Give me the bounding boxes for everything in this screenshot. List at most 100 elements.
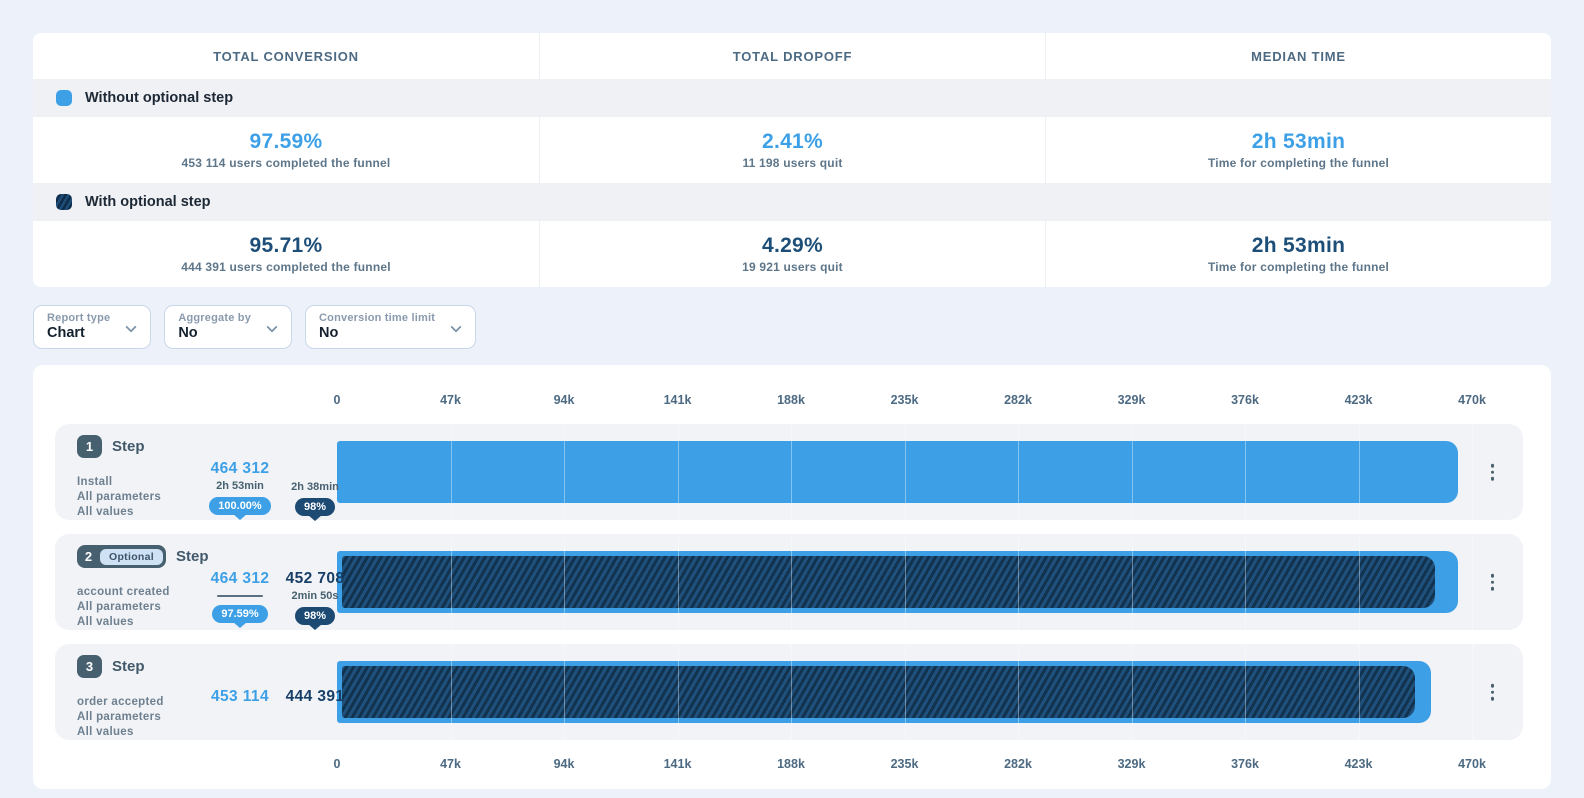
event-name: order accepted — [77, 696, 164, 708]
event-filter: All parameters — [77, 491, 162, 503]
row-menu-button[interactable] — [1486, 569, 1500, 596]
funnel-summary-card: TOTAL CONVERSION TOTAL DROPOFF MEDIAN TI… — [33, 33, 1551, 287]
dropdown-value: No — [178, 325, 198, 341]
axis-tick-label: 329k — [1117, 757, 1146, 771]
step-title: Step — [175, 548, 209, 565]
funnel-bar-dark[interactable] — [342, 666, 1415, 718]
step-number-optional-badge: 2 Optional — [77, 545, 166, 568]
median-time-label: 2min 50s — [291, 590, 339, 602]
event-filter: All values — [77, 506, 134, 518]
dropoff-value: 4.29% — [761, 234, 824, 257]
funnel-bar-dark[interactable] — [342, 556, 1435, 608]
event-filter: All values — [77, 726, 134, 738]
legend-swatch-striped-icon — [56, 194, 72, 210]
series-band-with-optional: With optional step — [33, 183, 1551, 221]
report-type-dropdown[interactable]: Report type Chart — [33, 305, 152, 349]
metric-column-light: 464 312 97.59% — [207, 570, 273, 625]
axis-tick-label: 470k — [1458, 757, 1486, 771]
axis-tick-label: 188k — [777, 757, 805, 771]
gridline — [1472, 424, 1473, 520]
funnel-bar-light[interactable] — [337, 441, 1458, 503]
dropdown-label: Conversion time limit — [319, 312, 436, 324]
event-filter: All parameters — [77, 711, 162, 723]
column-header-total-dropoff: TOTAL DROPOFF — [539, 33, 1045, 79]
axis-tick-label: 329k — [1117, 393, 1146, 407]
funnel-rows: 1 Step Install All parameters All values 464 … — [55, 424, 1523, 740]
aggregate-by-dropdown[interactable]: Aggregate by No — [164, 305, 293, 349]
event-name: account created — [77, 586, 170, 598]
gridline — [1472, 534, 1473, 630]
event-filter: All values — [77, 616, 134, 628]
kebab-dot-icon — [1490, 463, 1494, 468]
median-time-cell: 2h 53min Time for completing the funnel — [1045, 117, 1551, 183]
optional-badge: Optional — [100, 548, 163, 565]
median-time-caption: Time for completing the funnel — [1207, 156, 1390, 170]
axis-tick-label: 423k — [1344, 393, 1373, 407]
summary-values-without-optional: 97.59% 453 114 users completed the funne… — [33, 117, 1551, 183]
median-time-label: 2h 53min — [216, 480, 264, 492]
step-metrics: 464 312 2h 53min 100.00% 2h 38min 98% — [207, 460, 348, 516]
conversion-badge-light: 97.59% — [212, 605, 268, 623]
axis-tick-label: 94k — [553, 757, 575, 771]
x-axis-top: 0 47k 94k 141k 188k 235k 282k 329k 376k 423k 470k — [333, 393, 1486, 409]
axis-tick-label: 423k — [1344, 757, 1373, 771]
step-event-info: Install All parameters All values — [77, 475, 161, 520]
kebab-dot-icon — [1490, 580, 1494, 584]
chevron-down-icon — [266, 321, 278, 333]
funnel-step-row: 1 Step Install All parameters All values 464 … — [55, 424, 1523, 520]
conversion-time-limit-dropdown[interactable]: Conversion time limit No — [305, 305, 477, 349]
column-header-total-conversion: TOTAL CONVERSION — [213, 48, 359, 64]
axis-tick-label: 376k — [1231, 393, 1259, 407]
step-metrics: 453 114 444 391 — [207, 688, 348, 706]
conversion-caption: 453 114 users completed the funnel — [181, 156, 391, 170]
funnel-chart-card: 0 47k 94k 141k 188k 235k 282k 329k 376k 423k 470k … — [33, 365, 1551, 789]
funnel-bar-light[interactable] — [337, 551, 1458, 613]
axis-tick-label: 235k — [890, 393, 919, 407]
step-count-dark: 452 708 — [285, 570, 345, 587]
column-header-median-time: MEDIAN TIME — [1045, 33, 1551, 79]
row-menu-button[interactable] — [1486, 679, 1500, 706]
kebab-dot-icon — [1490, 586, 1494, 591]
axis-tick-label: 0 — [333, 757, 341, 771]
kebab-dot-icon — [1490, 696, 1494, 701]
metric-column-dark: 452 708 2min 50s 98% — [282, 570, 348, 625]
conversion-badge-light: 100.00% — [209, 497, 271, 515]
axis-tick-label: 188k — [777, 393, 805, 407]
kebab-dot-icon — [1490, 470, 1494, 474]
summary-values-with-optional: 95.71% 444 391 users completed the funne… — [33, 221, 1551, 287]
step-event-info: account created All parameters All values — [77, 585, 170, 630]
axis-tick-label: 141k — [663, 757, 692, 771]
axis-tick-label: 470k — [1458, 393, 1486, 407]
conversion-badge-dark: 98% — [294, 498, 336, 516]
median-time-caption: Time for completing the funnel — [1207, 260, 1390, 274]
funnel-step-row: 3 Step order accepted All parameters All val… — [55, 644, 1523, 740]
chevron-down-icon — [450, 321, 462, 333]
dropdown-value: No — [319, 325, 339, 341]
metric-column-light: 453 114 — [207, 688, 273, 706]
funnel-step-row: 2 Optional Step account created All paramete… — [55, 534, 1523, 630]
dropoff-cell: 2.41% 11 198 users quit — [539, 117, 1045, 183]
median-time-cell: 2h 53min Time for completing the funnel — [1045, 221, 1551, 287]
axis-tick-label: 94k — [553, 393, 575, 407]
kebab-dot-icon — [1490, 683, 1494, 688]
axis-tick-label: 235k — [890, 757, 919, 771]
step-count-light: 464 312 — [210, 570, 270, 587]
gridline — [1472, 644, 1473, 740]
axis-tick-label: 0 — [333, 393, 341, 407]
legend-swatch-solid-icon — [56, 90, 72, 106]
step-number: 2 — [84, 549, 93, 564]
step-header: 2 Optional Step — [77, 545, 209, 568]
axis-tick-label: 141k — [663, 393, 692, 407]
axis-tick-label: 282k — [1004, 757, 1032, 771]
conversion-value: 95.71% — [249, 234, 323, 257]
step-header: 1 Step — [77, 435, 145, 458]
count-divider-line — [217, 595, 263, 597]
step-count-dark: 444 391 — [285, 688, 345, 705]
dropoff-value: 2.41% — [761, 130, 824, 153]
kebab-dot-icon — [1490, 690, 1494, 694]
step-title: Step — [112, 438, 145, 455]
conversion-cell: 95.71% 444 391 users completed the funne… — [33, 221, 539, 287]
funnel-bar-light[interactable] — [337, 661, 1431, 723]
row-menu-button[interactable] — [1486, 459, 1500, 486]
series-label: Without optional step — [85, 90, 234, 106]
